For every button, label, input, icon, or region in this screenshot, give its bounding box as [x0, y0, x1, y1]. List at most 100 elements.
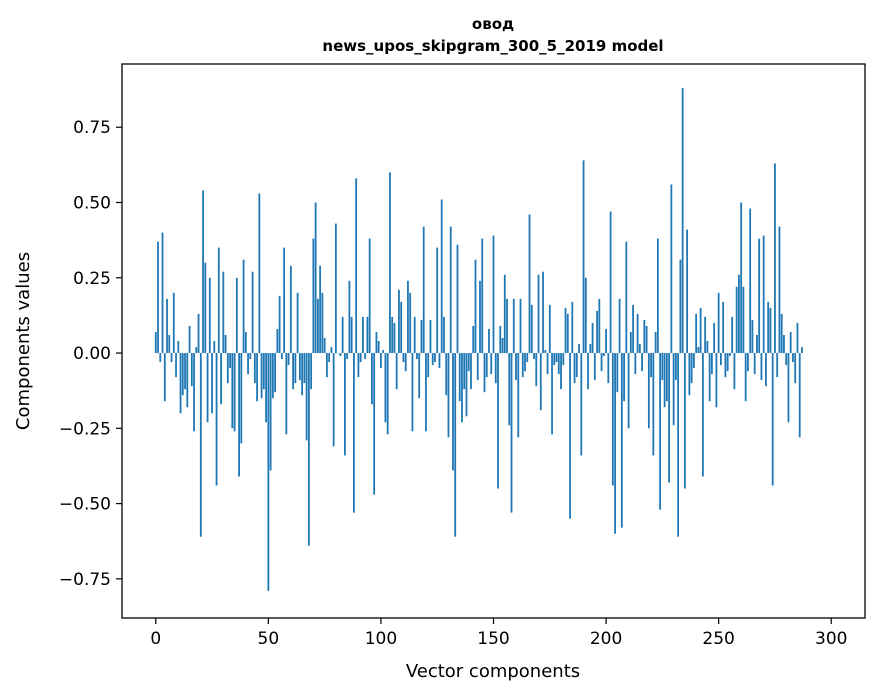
bar [654, 331, 657, 354]
bar [425, 353, 427, 432]
bar [314, 202, 317, 354]
bar [796, 322, 799, 354]
bar [548, 304, 551, 354]
bar [582, 160, 585, 354]
bar [677, 353, 680, 537]
bar [402, 353, 405, 363]
x-tick-label: 150 [477, 629, 509, 649]
bar [409, 292, 412, 354]
bar [312, 238, 315, 354]
bar [359, 353, 362, 363]
bar [738, 274, 740, 354]
bar [562, 353, 565, 366]
bar [371, 353, 373, 405]
bar [607, 353, 610, 384]
bar [188, 325, 191, 354]
bar [440, 199, 443, 354]
bar [159, 353, 162, 363]
bar [690, 353, 693, 384]
bar [362, 316, 364, 354]
bar [645, 325, 648, 354]
bar [794, 353, 797, 384]
bar [519, 298, 522, 354]
x-tick-label: 100 [365, 629, 397, 649]
bar [659, 353, 662, 510]
bar [634, 353, 637, 375]
bar [774, 163, 776, 354]
bar [407, 280, 409, 354]
bar [767, 301, 770, 354]
bar [629, 331, 632, 354]
bar [564, 307, 567, 354]
bar [611, 353, 614, 486]
bar [400, 301, 403, 354]
bar [542, 271, 544, 354]
bar [731, 316, 734, 354]
bar [474, 259, 477, 354]
bar [697, 347, 700, 354]
bar [373, 353, 376, 495]
bar [393, 322, 396, 354]
bar [170, 353, 173, 363]
bar [292, 353, 295, 390]
bar [618, 298, 621, 354]
bar [157, 241, 159, 354]
bar [321, 292, 324, 354]
bar [303, 353, 306, 384]
y-tick-label: −0.25 [59, 419, 111, 439]
bar [461, 353, 463, 423]
bar [377, 341, 380, 354]
bar [625, 241, 628, 354]
bar [515, 353, 517, 381]
bar [238, 353, 240, 477]
bar [591, 322, 594, 354]
bar [575, 353, 578, 378]
bar [589, 344, 592, 354]
bar [260, 353, 263, 399]
bar [233, 353, 236, 432]
bar [334, 223, 337, 354]
bar [163, 353, 166, 402]
bar [713, 322, 716, 354]
bar [724, 353, 727, 378]
bar [566, 313, 569, 354]
bar [776, 353, 779, 378]
bar [265, 353, 267, 423]
bar [526, 353, 529, 363]
bar [463, 353, 466, 390]
bar [506, 298, 508, 354]
bar [762, 235, 765, 354]
bar [172, 292, 175, 354]
bar [262, 353, 265, 390]
bar [485, 353, 488, 378]
bar [184, 353, 186, 390]
bar [202, 190, 204, 354]
bar [517, 353, 520, 438]
x-tick-label: 250 [702, 629, 734, 649]
bar [355, 178, 358, 354]
bar [422, 226, 425, 354]
bar [472, 325, 475, 354]
bar [663, 353, 666, 408]
bar [643, 319, 646, 354]
bar [647, 353, 650, 429]
bar [458, 353, 461, 402]
bar [596, 310, 598, 354]
bar [688, 353, 691, 396]
bar [481, 238, 484, 354]
bar [584, 277, 587, 354]
bar [476, 353, 479, 381]
bar [395, 353, 398, 390]
bar [600, 353, 603, 372]
bar [652, 353, 655, 456]
bar [553, 353, 556, 366]
bar [220, 353, 222, 405]
bar [726, 353, 729, 372]
bar [672, 353, 675, 426]
bar [512, 298, 515, 354]
bar [711, 353, 713, 375]
bar [769, 307, 772, 354]
bar [670, 184, 673, 354]
bar [224, 334, 227, 354]
bar [756, 334, 758, 354]
